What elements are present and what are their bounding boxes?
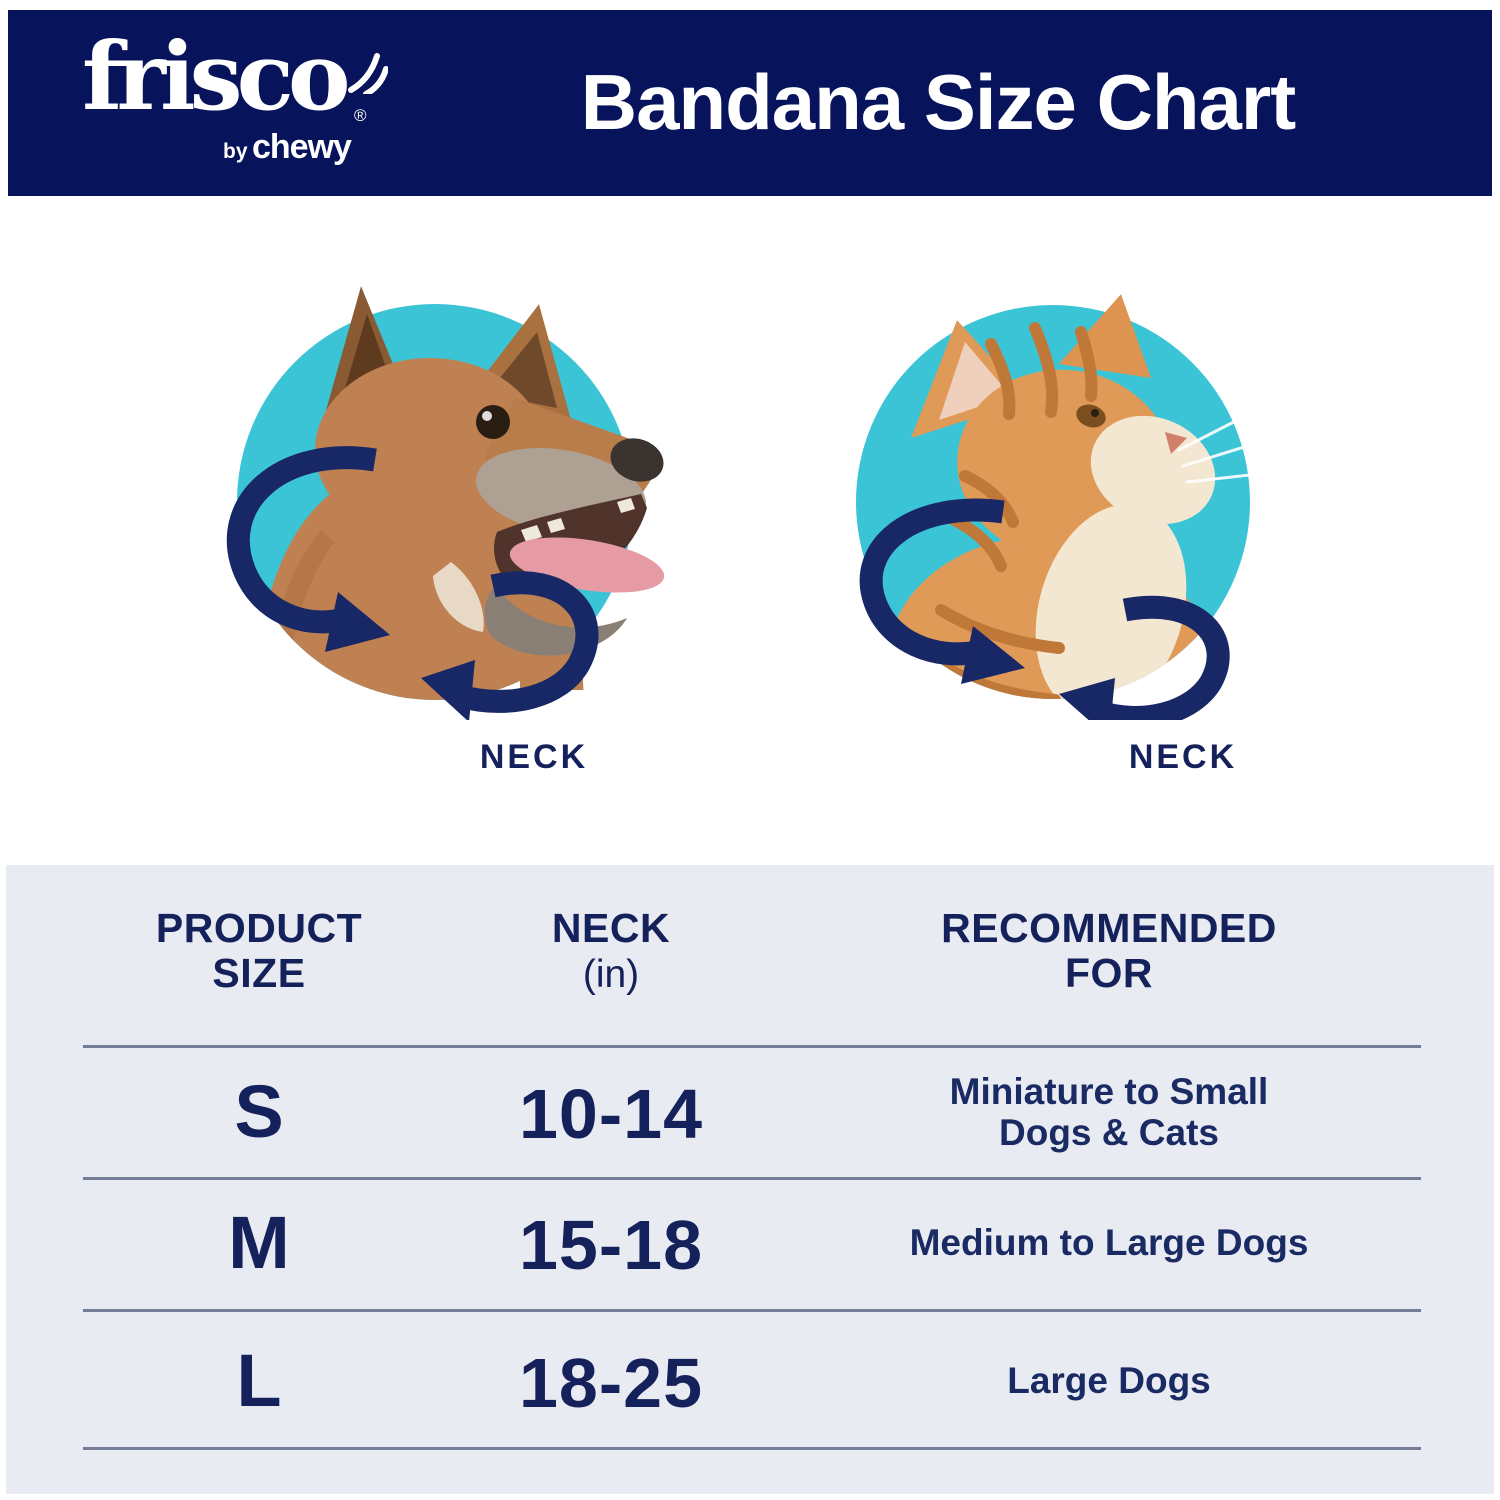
neck-measure-arrow-right-icon <box>421 571 599 720</box>
table-divider <box>83 1447 1421 1450</box>
cat-whiskers <box>1177 406 1279 484</box>
chewy-wordmark: chewy <box>252 128 352 166</box>
neck-cell-s: 10-14 <box>518 1075 704 1153</box>
recommended-cell-m: Medium to Large Dogs <box>910 1222 1309 1263</box>
column-header-line: FOR <box>1064 950 1154 996</box>
column-header-product-size: PRODUCT SIZE <box>156 906 362 996</box>
column-header-line: NECK <box>551 905 671 951</box>
recommended-line: Large Dogs <box>1007 1360 1211 1401</box>
size-cell-l: L <box>236 1339 282 1422</box>
recommended-line: Dogs & Cats <box>999 1112 1219 1153</box>
neck-cell-m: 15-18 <box>518 1206 704 1284</box>
neck-measure-arrow-left-icon <box>226 446 390 652</box>
tail-swoosh-icon <box>348 53 388 94</box>
dog-illustration <box>253 286 665 700</box>
neck-measure-arrow-right-icon <box>1059 595 1230 720</box>
size-cell-m: M <box>228 1201 290 1284</box>
column-header-recommended-for: RECOMMENDED FOR <box>941 906 1277 996</box>
recommended-cell-l: Large Dogs <box>1007 1360 1211 1401</box>
neck-cell-l: 18-25 <box>518 1344 704 1422</box>
cat-illustration <box>888 294 1216 699</box>
cat-neck-label: NECK <box>1128 738 1238 776</box>
column-header-line: PRODUCT <box>155 905 363 951</box>
column-header-unit: (in) <box>582 953 640 996</box>
column-header-line: SIZE <box>212 950 306 996</box>
dog-neck-label: NECK <box>479 738 589 776</box>
byline: by chewy <box>223 128 352 167</box>
column-header-line: RECOMMENDED <box>941 905 1277 951</box>
recommended-cell-s: Miniature to Small Dogs & Cats <box>950 1071 1269 1153</box>
byline-prefix: by <box>223 140 248 163</box>
neck-measure-arrow-left-icon <box>859 498 1025 684</box>
column-header-neck-in: NECK (in) <box>552 906 670 997</box>
registered-trademark: ® <box>354 106 367 125</box>
table-divider <box>83 1309 1421 1312</box>
recommended-line: Medium to Large Dogs <box>909 1222 1309 1263</box>
page-title: Bandana Size Chart <box>580 58 1297 146</box>
header-banner: frisco ® by chewy Bandana Size Chart <box>8 10 1492 196</box>
size-cell-s: S <box>234 1070 284 1153</box>
frisco-wordmark: frisco <box>82 22 351 132</box>
table-divider <box>83 1177 1421 1180</box>
cat-neck-diagram <box>856 294 1279 720</box>
recommended-line: Miniature to Small <box>949 1071 1269 1112</box>
dog-neck-diagram <box>226 286 665 720</box>
table-divider <box>83 1045 1421 1048</box>
